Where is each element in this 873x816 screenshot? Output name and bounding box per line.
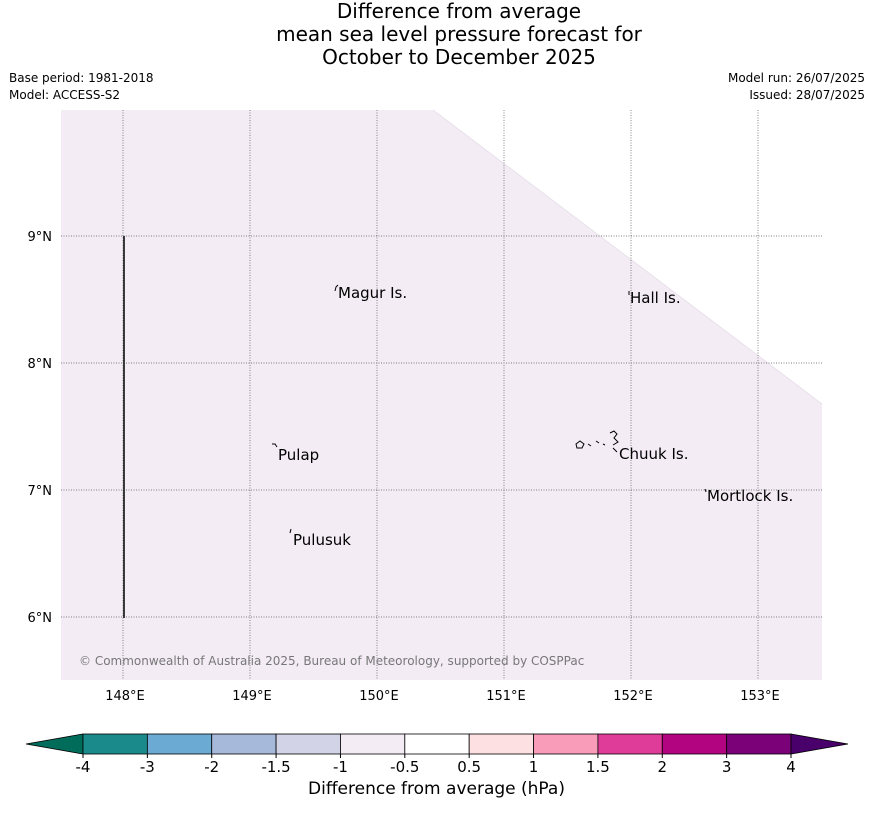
lat-label-6n: 6°N bbox=[28, 611, 53, 626]
model-info: Base period: 1981-2018 Model: ACCESS-S2 bbox=[9, 70, 154, 104]
place-label-chuuk: Chuuk Is. bbox=[619, 445, 688, 463]
colorbar-tick-label: 1 bbox=[529, 758, 539, 776]
place-label-magur: Magur Is. bbox=[338, 284, 407, 302]
model-name: Model: ACCESS-S2 bbox=[9, 88, 121, 102]
colorbar-extend-low bbox=[25, 733, 84, 755]
colorbar-tick-label: 2 bbox=[657, 758, 667, 776]
issued-date: Issued: 28/07/2025 bbox=[749, 88, 865, 102]
lon-label-152e: 152°E bbox=[613, 689, 653, 704]
colorbar-segment bbox=[533, 733, 599, 755]
place-label-hall: Hall Is. bbox=[630, 289, 681, 307]
colorbar-tick-label: -2 bbox=[204, 758, 219, 776]
colorbar-segment bbox=[340, 733, 406, 755]
colorbar-tick-label: 4 bbox=[786, 758, 796, 776]
island-chuuk-east bbox=[609, 430, 619, 446]
island-mortlock bbox=[704, 488, 707, 493]
island-chuuk-south bbox=[612, 447, 618, 453]
lon-label-149e: 149°E bbox=[232, 689, 272, 704]
pressure-anomaly-fill bbox=[61, 110, 822, 680]
colorbar-tick-label: -4 bbox=[76, 758, 91, 776]
place-label-pulusuk: Pulusuk bbox=[293, 531, 351, 549]
colorbar-segment bbox=[404, 733, 470, 755]
colorbar-tick-label: 1.5 bbox=[586, 758, 610, 776]
title-line-1: Difference from average bbox=[336, 0, 582, 23]
island-chuuk-reef-a bbox=[587, 443, 592, 447]
run-info: Model run: 26/07/2025 Issued: 28/07/2025 bbox=[728, 70, 865, 104]
colorbar-segment bbox=[275, 733, 341, 755]
colorbar-tick-label: -1.5 bbox=[261, 758, 290, 776]
island-pulap bbox=[272, 443, 278, 448]
colorbar-extend-high bbox=[790, 733, 849, 755]
map-title: Difference from average mean sea level p… bbox=[0, 0, 873, 69]
lat-label-8n: 8°N bbox=[28, 357, 53, 372]
colorbar-segment bbox=[146, 733, 213, 755]
colorbar-tick-label: -0.5 bbox=[390, 758, 419, 776]
place-label-pulap: Pulap bbox=[278, 446, 319, 464]
copyright-notice: © Commonwealth of Australia 2025, Bureau… bbox=[79, 654, 584, 668]
lon-label-151e: 151°E bbox=[486, 689, 526, 704]
island-magur bbox=[334, 284, 339, 292]
lon-label-150e: 150°E bbox=[359, 689, 399, 704]
base-period: Base period: 1981-2018 bbox=[9, 71, 154, 85]
colorbar-tick-label: 0.5 bbox=[457, 758, 481, 776]
colorbar-segment bbox=[661, 733, 728, 755]
island-chuuk-reef-c bbox=[602, 443, 606, 446]
colorbar-tick-label: -1 bbox=[333, 758, 348, 776]
map-boundary-edge bbox=[432, 109, 823, 405]
map-gridlines bbox=[61, 110, 822, 680]
colorbar-title: Difference from average (hPa) bbox=[308, 779, 565, 799]
colorbar-segment bbox=[597, 733, 663, 755]
lat-label-7n: 7°N bbox=[28, 484, 53, 499]
colorbar-segment bbox=[468, 733, 534, 755]
model-run-date: Model run: 26/07/2025 bbox=[727, 71, 865, 85]
lon-label-148e: 148°E bbox=[105, 689, 145, 704]
colorbar-segment bbox=[82, 733, 148, 755]
island-pulusuk bbox=[289, 528, 292, 534]
island-coastlines bbox=[272, 284, 707, 534]
colorbar-ticks: -4 -3 -2 -1.5 -1 -0.5 0.5 1 1.5 2 3 4 bbox=[76, 754, 796, 776]
lat-label-9n: 9°N bbox=[28, 230, 53, 245]
island-chuuk-reef-b bbox=[595, 440, 600, 444]
colorbar-tick-label: -3 bbox=[140, 758, 155, 776]
colorbar: -4 -3 -2 -1.5 -1 -0.5 0.5 1 1.5 2 3 4 bbox=[25, 733, 849, 776]
place-label-mortlock: Mortlock Is. bbox=[707, 487, 793, 505]
title-line-2: mean sea level pressure forecast for bbox=[276, 22, 642, 46]
colorbar-segments bbox=[82, 733, 792, 755]
colorbar-tick-label: 3 bbox=[722, 758, 732, 776]
colorbar-segment bbox=[726, 733, 792, 755]
colorbar-segment bbox=[211, 733, 277, 755]
lon-label-153e: 153°E bbox=[740, 689, 780, 704]
title-line-3: October to December 2025 bbox=[322, 45, 596, 69]
island-chuuk-west bbox=[575, 440, 585, 449]
